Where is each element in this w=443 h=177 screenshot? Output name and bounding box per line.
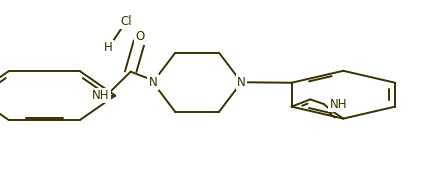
- Text: H: H: [104, 41, 113, 54]
- Text: N: N: [148, 76, 157, 89]
- Text: NH: NH: [92, 89, 110, 102]
- Text: Cl: Cl: [120, 15, 132, 28]
- Text: N: N: [237, 76, 246, 89]
- Text: NH: NH: [330, 98, 347, 110]
- Text: O: O: [135, 30, 144, 43]
